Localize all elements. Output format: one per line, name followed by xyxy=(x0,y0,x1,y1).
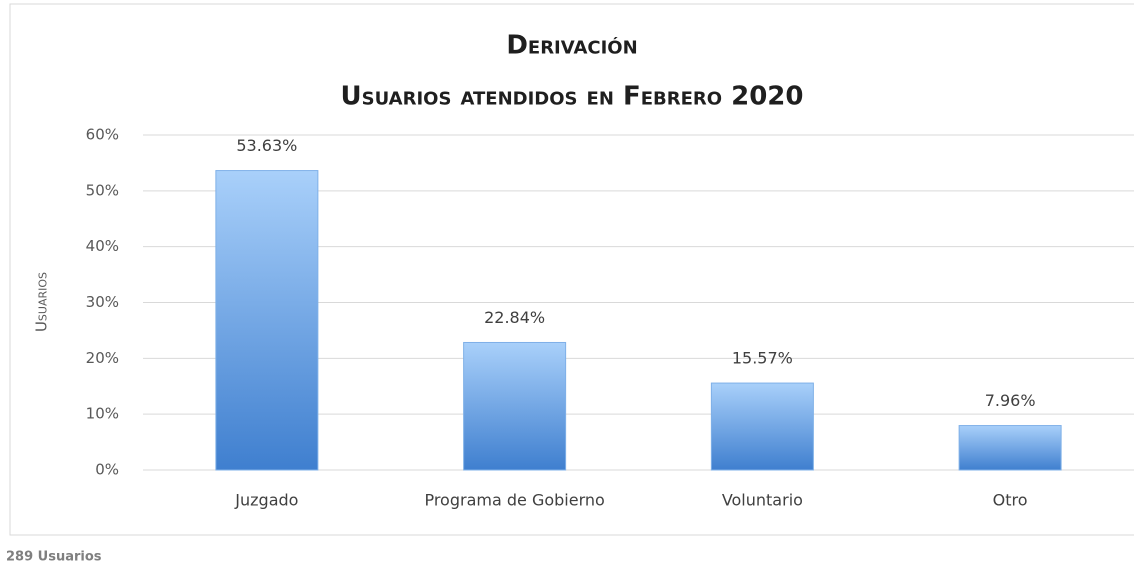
chart-title: Derivación xyxy=(506,31,637,61)
x-tick-label: Juzgado xyxy=(234,491,298,510)
y-tick-label: 60% xyxy=(86,126,119,144)
chart-border xyxy=(9,3,1134,536)
value-label: 15.57% xyxy=(732,349,793,368)
bar xyxy=(215,170,319,471)
bar xyxy=(463,341,567,471)
value-label: 7.96% xyxy=(985,391,1036,410)
bar xyxy=(710,382,814,471)
y-tick-label: 20% xyxy=(86,349,119,367)
x-tick-label: Programa de Gobierno xyxy=(424,491,604,510)
x-tick-label: Otro xyxy=(993,491,1028,510)
x-tick-label: Voluntario xyxy=(722,491,803,510)
chart-subtitle: Usuarios atendidos en Febrero 2020 xyxy=(341,82,804,112)
y-tick-label: 40% xyxy=(86,237,119,255)
footnote: 289 Usuarios xyxy=(6,550,102,565)
bar xyxy=(958,425,1062,471)
value-label: 53.63% xyxy=(236,136,297,155)
value-label: 22.84% xyxy=(484,308,545,327)
y-tick-label: 0% xyxy=(95,461,119,479)
y-tick-label: 30% xyxy=(86,293,119,311)
y-tick-label: 50% xyxy=(86,181,119,199)
y-tick-label: 10% xyxy=(86,405,119,423)
y-axis-label: Usuarios xyxy=(33,272,51,332)
